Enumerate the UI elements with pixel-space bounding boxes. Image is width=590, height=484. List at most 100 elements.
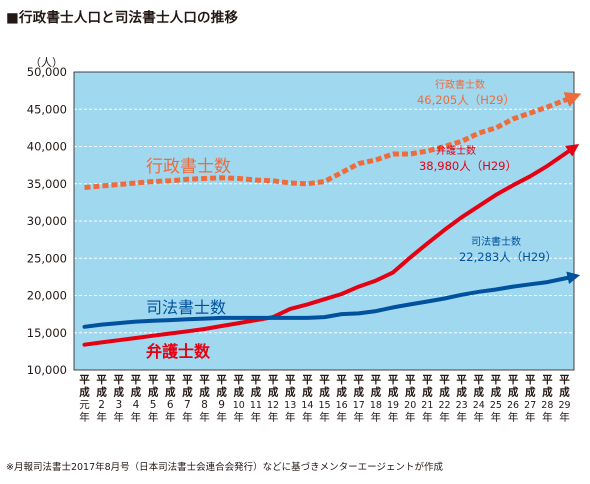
y-axis: 10,000 15,000 20,000 25,000 30,000 35,000 40,0… [27, 65, 67, 377]
x-tick-char: 4 [133, 399, 140, 411]
x-tick-char: 成 [131, 386, 142, 399]
x-tick-char: 年 [268, 411, 279, 424]
x-tick-char: 成 [388, 386, 399, 399]
x-tick-char: 年 [114, 411, 125, 424]
x-tick-char: 12 [267, 400, 279, 411]
x-tick-char: 26 [507, 400, 519, 411]
x-tick-char: 成 [268, 386, 279, 399]
x-tick-char: 年 [234, 411, 245, 424]
x-tick-char: 年 [354, 411, 365, 424]
x-tick-char: 平 [96, 374, 107, 386]
series-line [84, 92, 582, 190]
x-tick-char: 14 [301, 400, 313, 411]
x-tick-char: 平 [251, 374, 262, 386]
x-tick-char: 年 [405, 411, 416, 424]
series-line [82, 143, 580, 347]
x-tick-char: 11 [250, 400, 262, 411]
y-axis-unit-label: （人） [30, 56, 63, 69]
x-tick-char: 成 [336, 386, 347, 399]
x-tick-char: 9 [218, 399, 225, 411]
y-tick-label: 45,000 [27, 102, 67, 116]
plot-frame [73, 71, 575, 371]
x-tick-char: 成 [559, 386, 570, 399]
callout-gyosei-name: 行政書士数 [435, 78, 485, 91]
x-tick-char: 7 [184, 399, 191, 411]
x-tick-char: 成 [165, 386, 176, 399]
x-tick-char: 成 [525, 386, 536, 399]
x-tick-char: 平 [216, 374, 227, 386]
x-tick-char: 平 [508, 374, 519, 386]
x-tick-char: 16 [336, 400, 348, 411]
x-tick-char: 年 [508, 411, 519, 424]
x-tick-char: 平 [199, 374, 210, 386]
x-tick-char: 2 [98, 399, 105, 411]
x-tick-char: 平 [354, 374, 365, 386]
y-tick-label: 50,000 [27, 65, 67, 79]
x-tick-char: 年 [216, 411, 227, 424]
source-note: ※月報司法書士2017年8月号（日本司法書士会連合会発行）などに基づきメンターエ… [6, 462, 443, 473]
x-tick-char: 20 [404, 400, 416, 411]
y-tick-label: 25,000 [27, 251, 67, 265]
x-tick-char: 年 [491, 411, 502, 424]
x-tick-char: 成 [371, 386, 382, 399]
x-tick-char: 成 [354, 386, 365, 399]
x-tick-char: 24 [473, 400, 485, 411]
x-tick-char: 年 [285, 411, 296, 424]
x-tick-char: 成 [199, 386, 210, 399]
x-tick-char: 年 [131, 411, 142, 424]
x-tick-char: 19 [387, 400, 399, 411]
x-tick-char: 年 [319, 411, 330, 424]
x-tick-char: 年 [96, 411, 107, 424]
callout-bengo-value: 38,980人（H29） [419, 159, 517, 173]
x-tick-char: 成 [439, 386, 450, 399]
x-tick-char: 年 [199, 411, 210, 424]
x-tick-char: 成 [216, 386, 227, 399]
series-lines [82, 92, 582, 347]
x-tick-char: 27 [524, 400, 536, 411]
x-tick-char: 平 [319, 374, 330, 386]
x-tick-char: 平 [234, 374, 245, 386]
x-tick-char: 成 [422, 386, 433, 399]
x-tick-char: 平 [182, 374, 193, 386]
x-tick-char: 平 [268, 374, 279, 386]
x-tick-char: 成 [302, 386, 313, 399]
x-tick-char: 8 [201, 399, 208, 411]
x-tick-char: 年 [474, 411, 485, 424]
x-tick-char: 成 [508, 386, 519, 399]
x-tick-char: 成 [319, 386, 330, 399]
x-tick-char: 年 [251, 411, 262, 424]
x-tick-char: 成 [114, 386, 125, 399]
x-tick-char: 5 [150, 399, 157, 411]
x-tick-char: 年 [542, 411, 553, 424]
x-tick-char: 平 [456, 374, 467, 386]
callout-gyosei-value: 46,205人（H29） [417, 93, 515, 107]
x-tick-char: 平 [439, 374, 450, 386]
x-tick-char: 平 [148, 374, 159, 386]
y-tick-label: 35,000 [27, 177, 67, 191]
x-tick-char: 13 [284, 400, 296, 411]
series-line [82, 271, 581, 329]
x-tick-char: 28 [541, 400, 553, 411]
x-tick-char: 成 [491, 386, 502, 399]
x-tick-char: 平 [79, 374, 90, 386]
y-tick-label: 10,000 [27, 363, 67, 377]
x-tick-char: 年 [79, 411, 90, 424]
y-tick-label: 20,000 [27, 289, 67, 303]
x-tick-char: 17 [353, 400, 365, 411]
x-tick-char: 年 [302, 411, 313, 424]
x-tick-char: 元 [79, 399, 90, 411]
